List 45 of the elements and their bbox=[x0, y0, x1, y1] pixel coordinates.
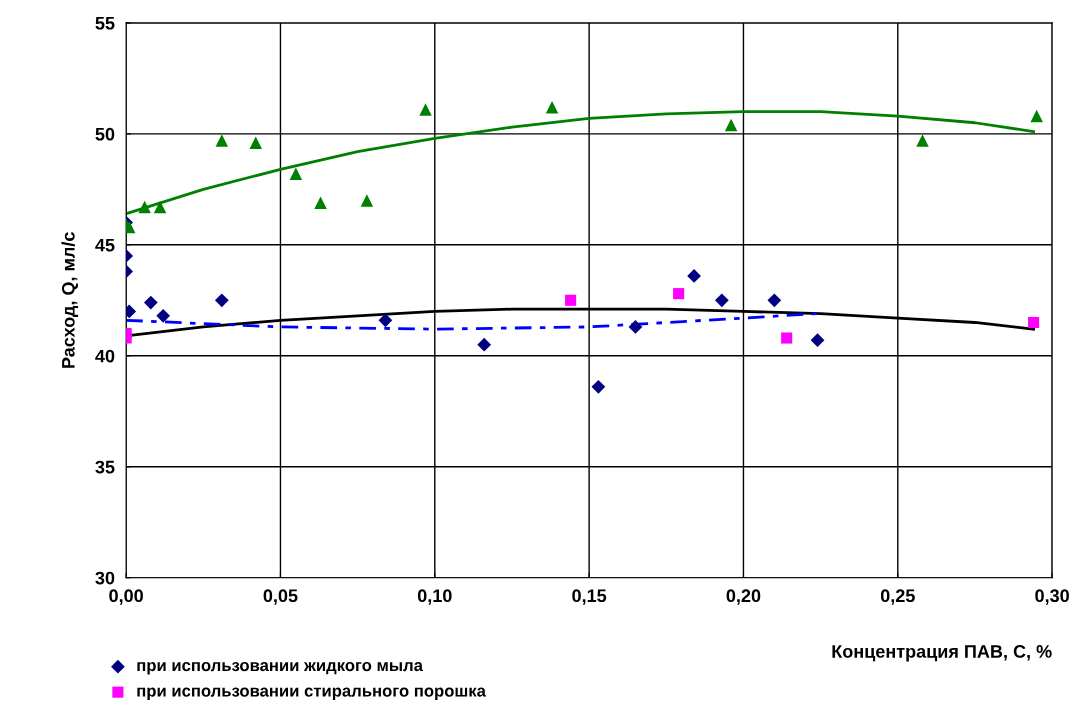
point bbox=[1028, 316, 1040, 329]
y-tick-label: 45 bbox=[95, 238, 115, 252]
y-axis-title: Расход, Q, мл/с bbox=[61, 232, 79, 368]
point bbox=[1030, 109, 1043, 123]
x-axis-title: Концентрация ПАВ, С, % bbox=[832, 645, 1052, 662]
point bbox=[419, 103, 432, 116]
y-tick-label: 30 bbox=[95, 571, 115, 585]
line-series bbox=[126, 110, 1035, 216]
point bbox=[767, 293, 782, 308]
y-tick-label: 50 bbox=[95, 127, 115, 141]
y-tick-label: 40 bbox=[95, 349, 115, 363]
point bbox=[628, 320, 643, 334]
point bbox=[249, 136, 263, 149]
x-tick-label: 0,30 bbox=[1035, 589, 1069, 605]
x-tick-label: 0,00 bbox=[109, 589, 143, 605]
y-tick-label: 55 bbox=[95, 17, 115, 30]
point bbox=[289, 167, 303, 181]
point bbox=[565, 294, 577, 306]
x-tick-label: 0,20 bbox=[726, 589, 761, 605]
point bbox=[314, 196, 327, 209]
point bbox=[138, 200, 151, 214]
x-tick-label: 0,15 bbox=[572, 589, 607, 605]
point bbox=[477, 337, 492, 352]
point bbox=[687, 269, 701, 283]
point bbox=[724, 118, 738, 132]
point bbox=[545, 100, 559, 114]
point bbox=[714, 293, 729, 308]
point bbox=[673, 288, 685, 300]
legend-label: при использовании стирального порошка bbox=[137, 687, 487, 700]
point bbox=[591, 379, 606, 394]
point bbox=[153, 200, 167, 214]
point bbox=[810, 333, 825, 348]
x-tick-label: 0,25 bbox=[880, 589, 915, 605]
point bbox=[214, 293, 229, 308]
point bbox=[378, 313, 393, 328]
x-tick-label: 0,05 bbox=[263, 589, 298, 605]
point bbox=[215, 134, 229, 147]
point bbox=[781, 332, 793, 344]
x-tick-label: 0,10 bbox=[417, 589, 452, 605]
point bbox=[143, 295, 158, 310]
y-tick-label: 35 bbox=[95, 460, 115, 474]
point bbox=[916, 134, 929, 147]
point bbox=[360, 194, 374, 207]
legend-label: при использовании жидкого мыла bbox=[137, 662, 424, 675]
point bbox=[156, 308, 171, 323]
